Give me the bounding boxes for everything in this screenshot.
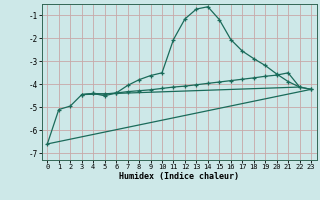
X-axis label: Humidex (Indice chaleur): Humidex (Indice chaleur) <box>119 172 239 181</box>
